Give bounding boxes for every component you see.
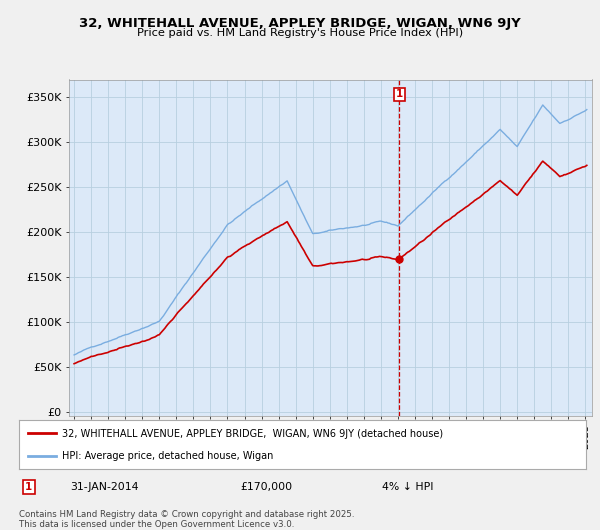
Text: £170,000: £170,000: [241, 482, 292, 492]
Text: Contains HM Land Registry data © Crown copyright and database right 2025.
This d: Contains HM Land Registry data © Crown c…: [19, 510, 355, 529]
Text: 32, WHITEHALL AVENUE, APPLEY BRIDGE, WIGAN, WN6 9JY: 32, WHITEHALL AVENUE, APPLEY BRIDGE, WIG…: [79, 17, 521, 30]
Text: Price paid vs. HM Land Registry's House Price Index (HPI): Price paid vs. HM Land Registry's House …: [137, 28, 463, 38]
Text: 31-JAN-2014: 31-JAN-2014: [70, 482, 139, 492]
Text: 4% ↓ HPI: 4% ↓ HPI: [382, 482, 434, 492]
Text: 1: 1: [395, 90, 403, 100]
Text: HPI: Average price, detached house, Wigan: HPI: Average price, detached house, Wiga…: [62, 452, 273, 462]
Text: 32, WHITEHALL AVENUE, APPLEY BRIDGE,  WIGAN, WN6 9JY (detached house): 32, WHITEHALL AVENUE, APPLEY BRIDGE, WIG…: [62, 429, 443, 439]
Text: 1: 1: [25, 482, 32, 492]
